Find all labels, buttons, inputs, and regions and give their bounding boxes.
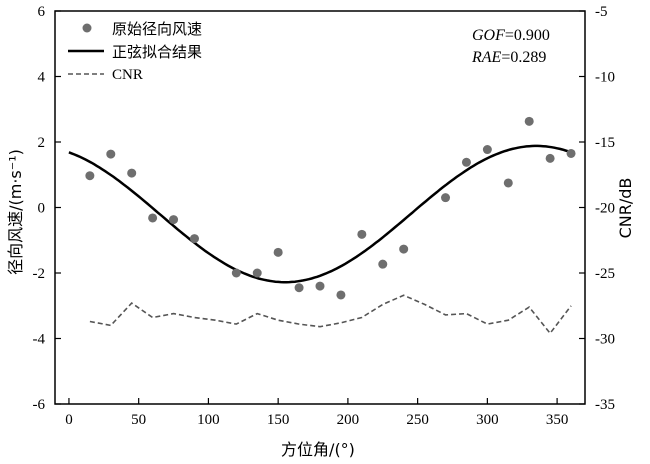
right-y-tick-label: -10: [595, 70, 615, 86]
right-y-tick-label: -30: [595, 332, 615, 348]
raw-velocity-point: [441, 193, 451, 203]
raw-velocity-point: [378, 259, 388, 269]
rae-annotation: RAE=0.289: [471, 49, 546, 66]
gof-label: GOF: [472, 27, 505, 44]
right-y-tick-label: -25: [595, 266, 615, 282]
left-y-tick-label: 6: [38, 4, 46, 20]
raw-velocity-point: [189, 234, 199, 244]
left-y-tick-label: 4: [38, 70, 46, 86]
legend-label-sine-fit: 正弦拟合结果: [112, 43, 202, 61]
raw-velocity-point: [315, 281, 325, 291]
raw-velocity-point: [399, 244, 409, 254]
raw-velocity-point: [231, 268, 241, 278]
x-axis-ticks: 0 50 100 150 200 250 300 350: [65, 398, 568, 428]
raw-velocity-point: [545, 153, 555, 163]
gof-annotation: GOF=0.900: [472, 27, 550, 44]
x-tick-label: 350: [546, 412, 569, 428]
x-tick-label: 100: [197, 412, 220, 428]
raw-velocity-point: [148, 213, 158, 223]
left-y-tick-label: -6: [33, 397, 46, 413]
raw-velocity-point: [357, 229, 367, 239]
raw-velocity-point: [294, 283, 304, 293]
rae-value: =0.289: [501, 49, 546, 66]
left-y-tick-label: 2: [38, 135, 46, 151]
legend: 原始径向风速 正弦拟合结果 CNR: [68, 20, 202, 83]
x-axis-title: 方位角/(°): [281, 440, 355, 459]
x-tick-label: 300: [476, 412, 499, 428]
x-tick-label: 200: [337, 412, 360, 428]
rae-label: RAE: [471, 49, 502, 66]
raw-velocity-point: [461, 157, 471, 167]
raw-velocity-point: [524, 116, 534, 126]
x-tick-label: 0: [65, 412, 73, 428]
sine-fit-line: [68, 144, 572, 284]
raw-velocity-point: [336, 290, 346, 300]
series-layer: [68, 116, 576, 335]
legend-marker-raw-velocity: [82, 23, 92, 33]
raw-velocity-point: [106, 149, 116, 159]
right-y-tick-label: -15: [595, 135, 615, 151]
right-y-tick-label: -5: [595, 4, 608, 20]
raw-velocity-point: [85, 171, 95, 181]
raw-velocity-point: [482, 145, 492, 155]
raw-velocity-point: [127, 168, 137, 178]
left-y-tick-label: -2: [33, 266, 46, 282]
right-y-tick-label: -20: [595, 201, 615, 217]
raw-velocity-point: [503, 178, 513, 188]
fit-statistics: GOF=0.900 RAE=0.289: [471, 27, 550, 66]
left-y-axis-ticks: 6 4 2 0 -2 -4 -6: [33, 4, 61, 413]
gof-value: =0.900: [505, 27, 550, 44]
raw-velocity-point: [273, 247, 283, 257]
cnr-line: [89, 294, 572, 335]
x-tick-label: 250: [406, 412, 429, 428]
x-tick-label: 150: [267, 412, 290, 428]
x-tick-label: 50: [131, 412, 146, 428]
left-y-axis-title: 径向风速/(m·s⁻¹): [6, 149, 25, 275]
raw-velocity-point: [566, 148, 576, 158]
right-y-axis-title: CNR/dB: [616, 178, 635, 239]
right-y-tick-label: -35: [595, 397, 615, 413]
left-y-tick-label: 0: [38, 201, 46, 217]
right-y-axis-ticks: -5 -10 -15 -20 -25 -30 -35: [579, 4, 615, 413]
raw-velocity-point: [252, 268, 262, 278]
raw-velocity-point: [169, 215, 179, 225]
legend-label-raw-velocity: 原始径向风速: [112, 20, 202, 38]
legend-label-cnr: CNR: [112, 67, 143, 83]
left-y-tick-label: -4: [33, 332, 46, 348]
